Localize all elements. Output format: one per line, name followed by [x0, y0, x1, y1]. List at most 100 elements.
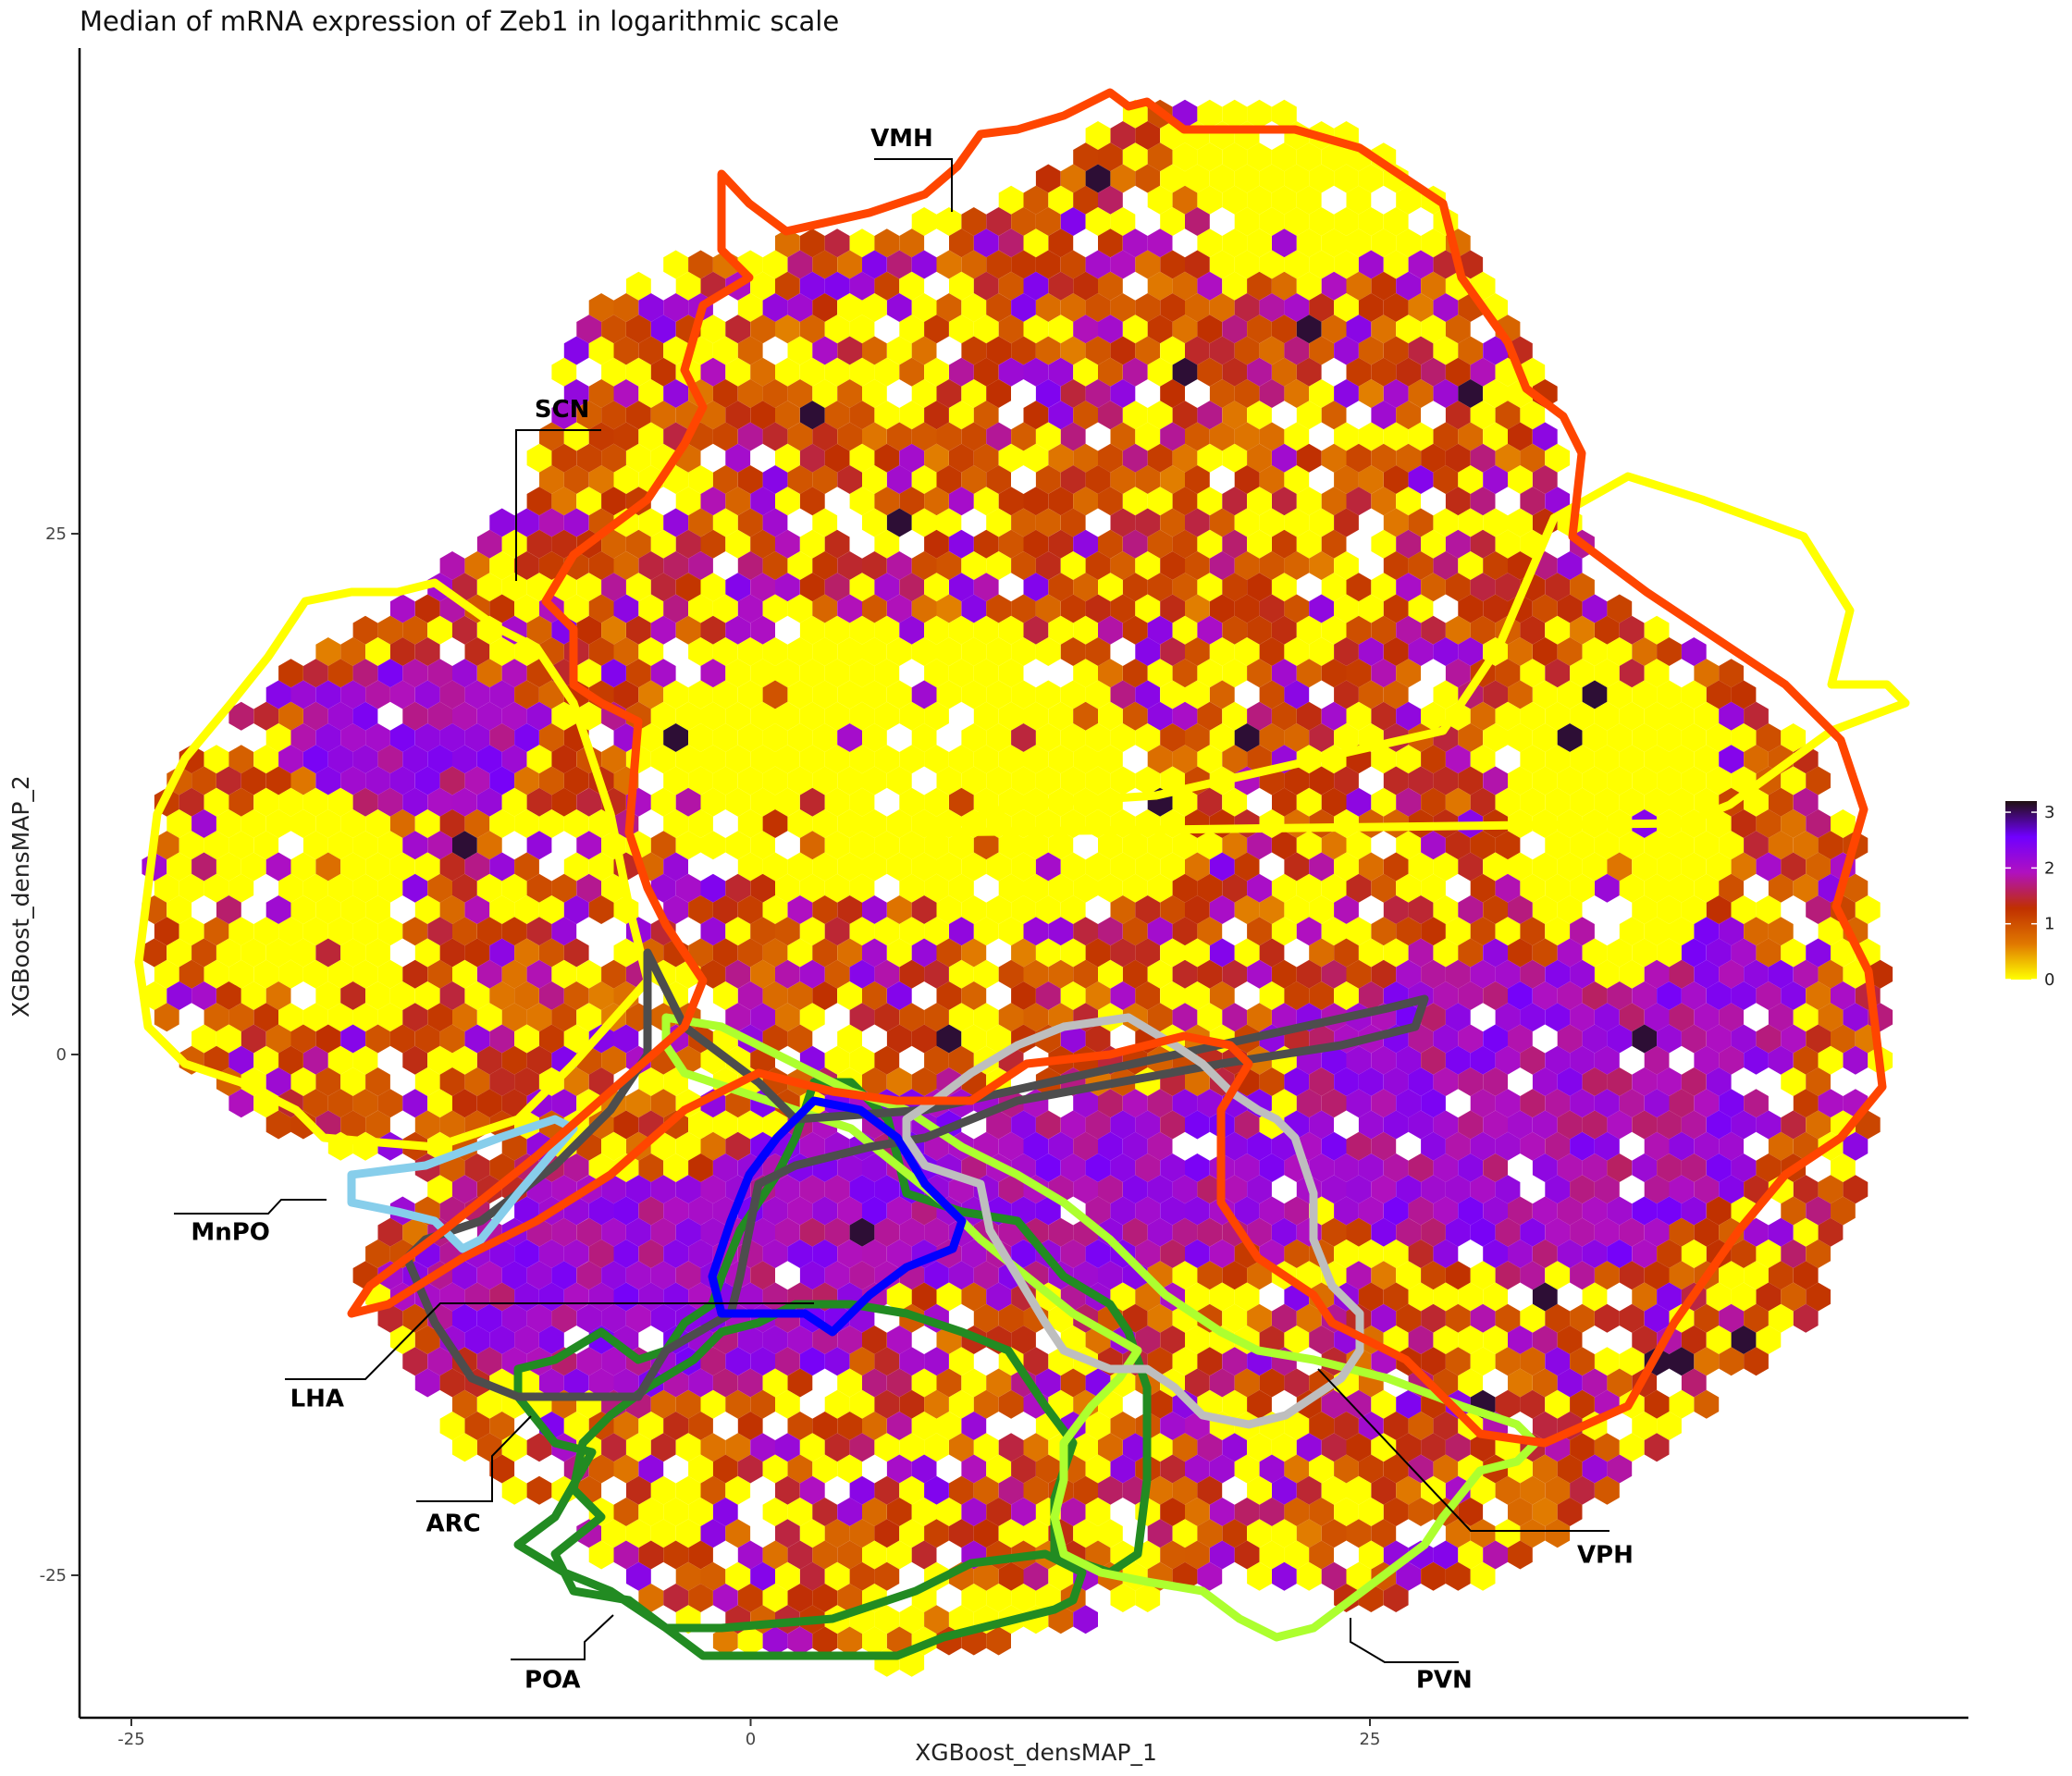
hex-bin — [1247, 1303, 1272, 1333]
hex-bin — [787, 1498, 813, 1526]
hex-bin — [924, 1389, 949, 1419]
hex-bin — [1185, 1240, 1210, 1268]
hex-bin — [1508, 637, 1533, 666]
hex-bin — [998, 529, 1024, 559]
hex-bin — [688, 1584, 713, 1612]
hex-bin — [563, 1240, 589, 1268]
hex-bin — [1520, 1217, 1546, 1247]
hex-bin — [1222, 959, 1248, 989]
hex-bin — [626, 1561, 651, 1591]
hex-bin — [1470, 1433, 1496, 1462]
hex-bin — [1508, 852, 1533, 882]
hex-bin — [563, 508, 589, 537]
hex-bin — [476, 1003, 502, 1032]
hex-bin — [452, 1045, 477, 1075]
hex-bin — [688, 1110, 713, 1140]
hex-bin — [688, 938, 713, 968]
hex-bin — [1284, 723, 1310, 752]
hex-bin — [1023, 185, 1049, 215]
hex-bin — [1371, 357, 1397, 387]
hex-bin — [1669, 1389, 1695, 1419]
hex-bin — [1284, 1326, 1310, 1354]
hex-bin — [973, 1519, 999, 1548]
hex-bin — [1085, 938, 1111, 968]
hex-bin — [1619, 787, 1645, 817]
hex-bin — [1110, 336, 1136, 365]
hex-bin — [824, 1519, 850, 1548]
hex-bin — [986, 293, 1011, 322]
hex-bin — [824, 1347, 850, 1376]
hex-bin — [849, 1475, 875, 1505]
hex-bin — [464, 637, 490, 666]
hex-bin — [265, 981, 291, 1010]
hex-bin — [1321, 1433, 1347, 1462]
hex-bin — [936, 1498, 962, 1526]
hex-bin — [1744, 1261, 1769, 1290]
hex-bin — [613, 938, 639, 968]
hex-bin — [1545, 873, 1571, 903]
hex-bin — [824, 659, 850, 688]
hex-bin — [911, 852, 937, 882]
hex-bin — [799, 1475, 825, 1505]
hex-bin — [874, 1475, 900, 1505]
hex-bin — [1135, 637, 1161, 666]
hex-bin — [514, 1024, 539, 1054]
hex-bin — [1570, 1303, 1595, 1333]
hex-bin — [1470, 1561, 1496, 1591]
hex-bin — [986, 250, 1011, 279]
hex-bin — [1582, 594, 1608, 623]
hex-bin — [1035, 293, 1061, 322]
hex-bin — [1421, 1217, 1446, 1247]
hex-bin — [489, 809, 515, 838]
hex-bin — [1098, 831, 1123, 860]
hex-bin — [1272, 314, 1297, 344]
hex-bin — [1135, 1196, 1161, 1226]
hex-bin — [1234, 1110, 1260, 1140]
hex-bin — [1060, 1110, 1086, 1140]
hex-bin — [1197, 615, 1223, 645]
hex-bin — [787, 852, 813, 882]
hex-bin — [1011, 895, 1036, 924]
hex-bin — [886, 1368, 912, 1398]
hex-bin — [874, 1389, 900, 1419]
hex-bin — [1818, 917, 1844, 946]
hex-bin — [712, 723, 738, 752]
hex-bin — [601, 487, 626, 516]
hex-bin — [1085, 250, 1111, 279]
hex-bin — [924, 1433, 949, 1462]
hex-bin — [1334, 508, 1359, 537]
hex-bin — [1234, 465, 1260, 494]
hex-bin — [1719, 917, 1744, 946]
hex-bin — [1470, 1347, 1496, 1376]
hex-bin — [1669, 959, 1695, 989]
hex-bin — [1768, 959, 1794, 989]
hex-bin — [1445, 1303, 1471, 1333]
hex-bin — [1135, 1584, 1161, 1612]
hex-bin — [1445, 1175, 1471, 1204]
hex-bin — [1284, 207, 1310, 236]
hex-bin — [1209, 551, 1235, 580]
hex-bin — [973, 1303, 999, 1333]
hex-bin — [489, 766, 515, 796]
hex-bin — [1570, 1175, 1595, 1204]
hex-bin — [849, 1217, 875, 1247]
hex-bin — [402, 787, 428, 817]
hex-bin — [1557, 1454, 1583, 1484]
hex-bin — [1532, 1326, 1558, 1354]
hex-bin — [911, 1368, 937, 1398]
hex-bin — [973, 917, 999, 946]
hex-bin — [1731, 1282, 1757, 1312]
hex-bin — [1060, 680, 1086, 709]
hex-bin — [1272, 271, 1297, 301]
region-outline-vmh — [347, 88, 1887, 1448]
hex-bin — [899, 1605, 925, 1634]
hex-bin — [650, 1089, 676, 1118]
hex-bin — [1035, 637, 1061, 666]
hex-bin — [1383, 1282, 1409, 1312]
hex-bin — [315, 895, 341, 924]
hex-bin — [1396, 1561, 1421, 1591]
hex-bin — [1060, 1153, 1086, 1182]
hex-bin — [1334, 1412, 1359, 1440]
hex-bin — [1408, 1067, 1434, 1096]
hex-bin — [1371, 1089, 1397, 1118]
